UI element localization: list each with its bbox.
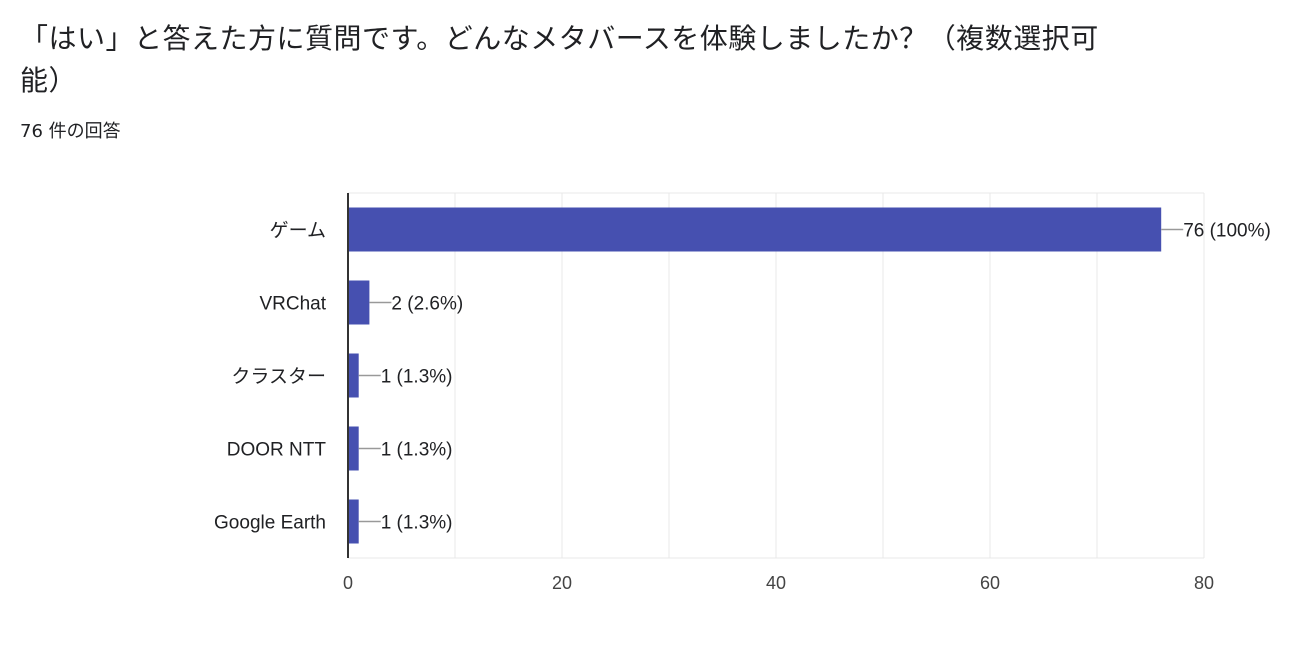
value-label: 2 (2.6%)	[391, 294, 463, 315]
category-label: DOOR NTT	[227, 440, 327, 461]
response-count: 76 件の回答	[20, 121, 121, 142]
x-tick-label: 20	[552, 573, 572, 593]
category-label: VRChat	[259, 294, 326, 315]
category-label: ゲーム	[270, 220, 326, 242]
bar	[348, 353, 359, 398]
value-label: 1 (1.3%)	[381, 440, 453, 461]
x-tick-label: 40	[766, 573, 786, 593]
question-title: 「はい」と答えた方に質問です。どんなメタバースを体験しましたか？（複数選択可能）	[20, 22, 1099, 97]
bar	[348, 207, 1162, 252]
x-tick-label: 60	[980, 573, 1000, 593]
category-label: Google Earth	[214, 513, 326, 534]
category-label: クラスター	[231, 366, 326, 388]
x-tick-label: 80	[1194, 573, 1214, 593]
value-label: 1 (1.3%)	[381, 367, 453, 388]
bar	[348, 499, 359, 544]
value-label: 76 (100%)	[1183, 221, 1271, 242]
bar	[348, 426, 359, 471]
value-label: 1 (1.3%)	[381, 513, 453, 534]
x-tick-label: 0	[343, 573, 353, 593]
bar	[348, 280, 370, 325]
